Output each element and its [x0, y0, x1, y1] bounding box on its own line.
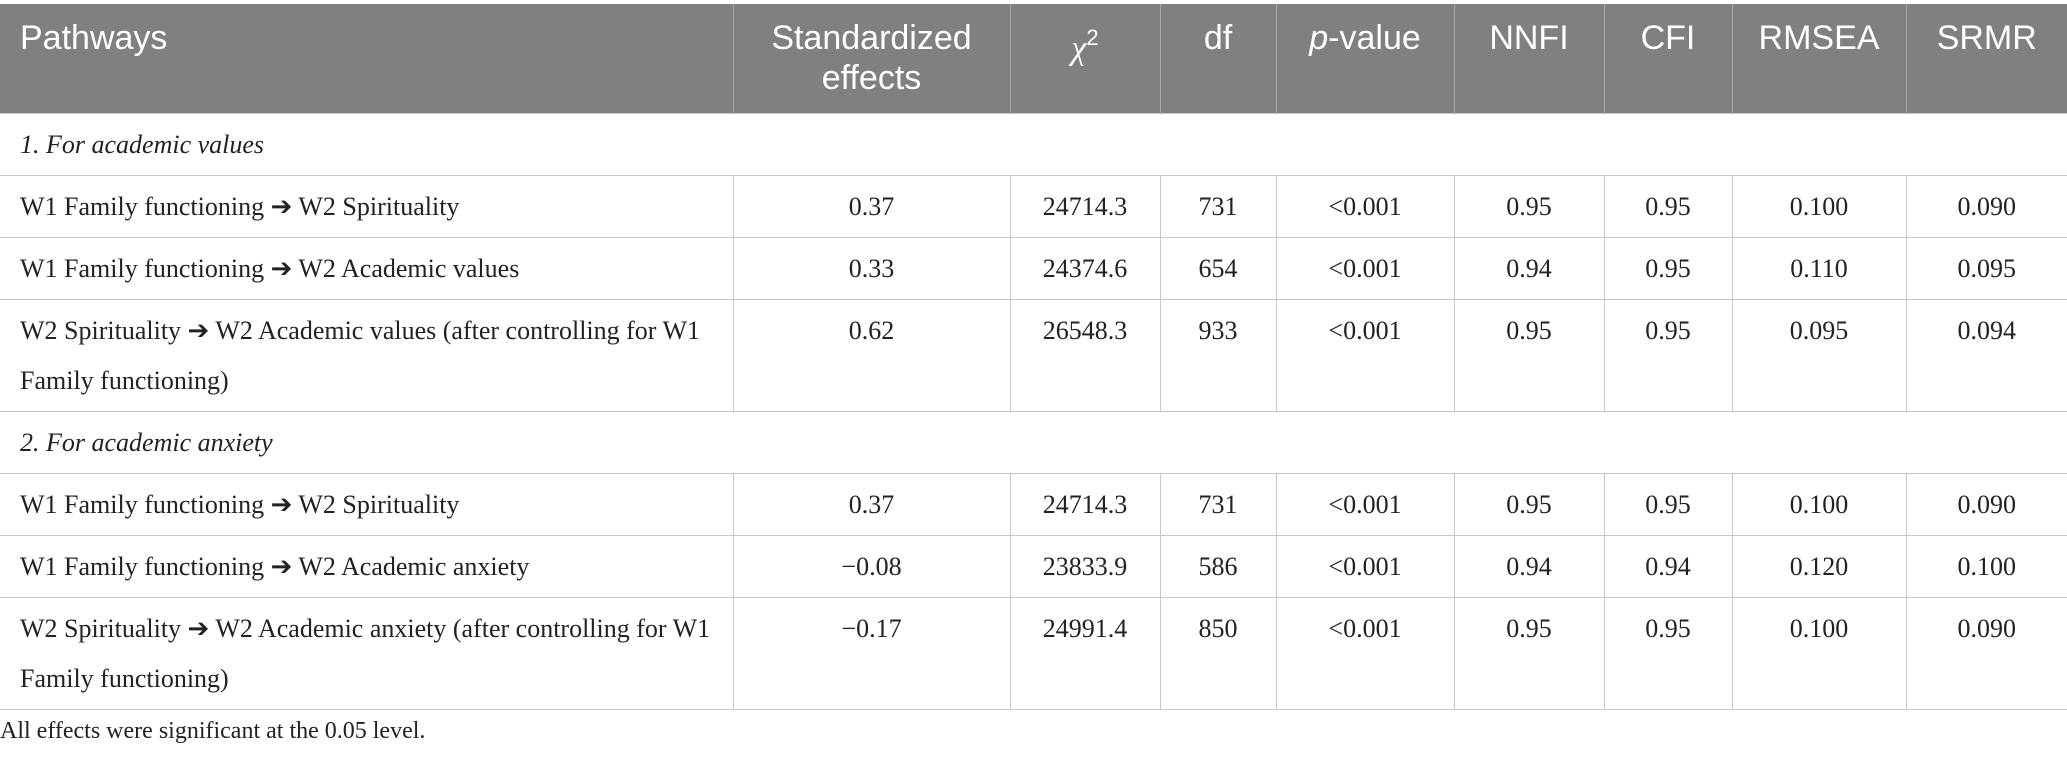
value-cell: 0.094 — [1905, 298, 2067, 412]
value-cell: 0.95 — [1603, 298, 1733, 412]
value-cell: <0.001 — [1275, 298, 1455, 412]
header-text: -value — [1328, 19, 1421, 57]
value-cell: 0.100 — [1731, 174, 1907, 238]
header-italic: p — [1309, 19, 1329, 57]
value-cell: <0.001 — [1275, 236, 1455, 300]
value-cell: <0.001 — [1275, 534, 1455, 598]
section-row: 2. For academic anxiety — [0, 410, 2067, 474]
data-row: W1 Family functioning ➔ W2 Spirituality 0… — [0, 174, 2067, 238]
value-cell: 0.100 — [1905, 534, 2067, 598]
column-header: χ2 — [1009, 4, 1160, 113]
value-cell: 933 — [1159, 298, 1277, 412]
section-title: 2. For academic anxiety — [0, 410, 2067, 474]
value-cell: 0.95 — [1603, 472, 1733, 536]
pathway-cell: W1 Family functioning ➔ W2 Academic anxi… — [0, 534, 734, 598]
value-cell: 0.94 — [1603, 534, 1733, 598]
value-cell: 586 — [1159, 534, 1277, 598]
pathway-cell: W1 Family functioning ➔ W2 Spirituality — [0, 472, 734, 536]
header-row: Pathways Standardized effects χ2 df p-value N… — [0, 4, 2067, 113]
value-cell: 0.090 — [1905, 596, 2067, 710]
value-cell: −0.17 — [732, 596, 1011, 710]
column-header: Standardized effects — [732, 4, 1010, 113]
data-row: W2 Spirituality ➔ W2 Academic anxiety (a… — [0, 596, 2067, 710]
value-cell: 0.94 — [1453, 534, 1605, 598]
value-cell: <0.001 — [1275, 472, 1455, 536]
value-cell: 850 — [1159, 596, 1277, 710]
value-cell: 0.95 — [1603, 596, 1733, 710]
pathway-cell: W1 Family functioning ➔ W2 Academic valu… — [0, 236, 734, 300]
section-title: 1. For academic values — [0, 112, 2067, 176]
value-cell: 0.95 — [1453, 174, 1605, 238]
value-cell: 0.95 — [1603, 236, 1733, 300]
value-cell: 0.110 — [1731, 236, 1907, 300]
value-cell: 0.95 — [1603, 174, 1733, 238]
column-header: Pathways — [0, 4, 733, 113]
value-cell: 0.95 — [1453, 298, 1605, 412]
value-cell: 654 — [1159, 236, 1277, 300]
footnote: All effects were significant at the 0.05… — [0, 718, 426, 744]
column-header: RMSEA — [1731, 4, 1906, 113]
value-cell: 0.095 — [1905, 236, 2067, 300]
value-cell: 24991.4 — [1009, 596, 1161, 710]
value-cell: 731 — [1159, 174, 1277, 238]
column-header: CFI — [1603, 4, 1732, 113]
value-cell: 731 — [1159, 472, 1277, 536]
column-header: p-value — [1275, 4, 1454, 113]
table-body: 1. For academic values W1 Family function… — [0, 112, 2067, 710]
value-cell: 24714.3 — [1009, 174, 1161, 238]
pathway-cell: W2 Spirituality ➔ W2 Academic anxiety (a… — [0, 596, 734, 710]
results-table: Pathways Standardized effects χ2 df p-value N… — [0, 4, 2067, 710]
column-header: NNFI — [1453, 4, 1604, 113]
value-cell: 0.37 — [732, 472, 1011, 536]
column-header: df — [1159, 4, 1276, 113]
section-row: 1. For academic values — [0, 112, 2067, 176]
value-cell: 0.33 — [732, 236, 1011, 300]
pathway-cell: W2 Spirituality ➔ W2 Academic values (af… — [0, 298, 734, 412]
pathway-cell: W1 Family functioning ➔ W2 Spirituality — [0, 174, 734, 238]
header-symbol: χ — [1071, 30, 1087, 67]
value-cell: 23833.9 — [1009, 534, 1161, 598]
value-cell: 24714.3 — [1009, 472, 1161, 536]
value-cell: 0.120 — [1731, 534, 1907, 598]
value-cell: 0.090 — [1905, 472, 2067, 536]
value-cell: <0.001 — [1275, 596, 1455, 710]
data-row: W1 Family functioning ➔ W2 Academic valu… — [0, 236, 2067, 300]
value-cell: 24374.6 — [1009, 236, 1161, 300]
data-row: W1 Family functioning ➔ W2 Spirituality 0… — [0, 472, 2067, 536]
value-cell: 0.095 — [1731, 298, 1907, 412]
value-cell: 0.95 — [1453, 596, 1605, 710]
value-cell: 26548.3 — [1009, 298, 1161, 412]
header-superscript: 2 — [1086, 25, 1099, 50]
value-cell: 0.100 — [1731, 472, 1907, 536]
value-cell: 0.62 — [732, 298, 1011, 412]
value-cell: 0.94 — [1453, 236, 1605, 300]
value-cell: 0.100 — [1731, 596, 1907, 710]
value-cell: 0.090 — [1905, 174, 2067, 238]
value-cell: 0.37 — [732, 174, 1011, 238]
value-cell: <0.001 — [1275, 174, 1455, 238]
value-cell: −0.08 — [732, 534, 1011, 598]
data-row: W2 Spirituality ➔ W2 Academic values (af… — [0, 298, 2067, 412]
data-row: W1 Family functioning ➔ W2 Academic anxi… — [0, 534, 2067, 598]
column-header: SRMR — [1905, 4, 2067, 113]
value-cell: 0.95 — [1453, 472, 1605, 536]
